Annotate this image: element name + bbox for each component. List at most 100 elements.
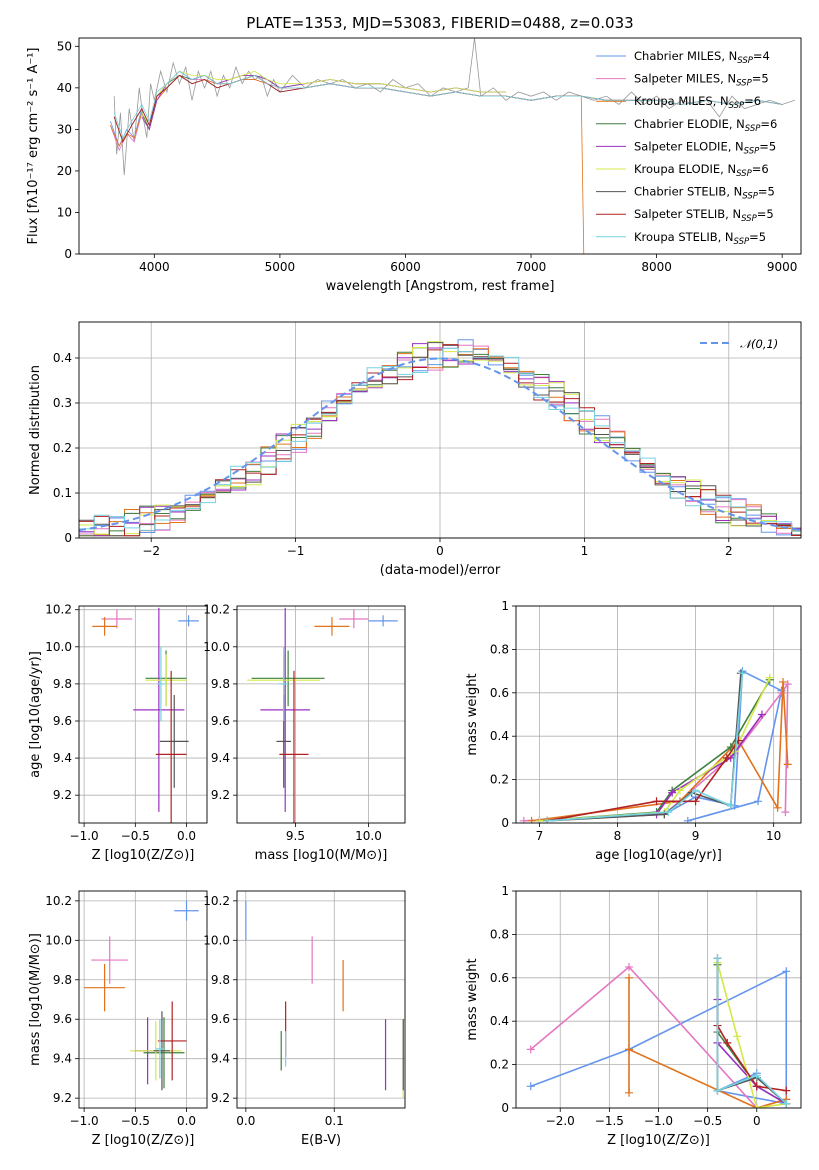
mass-weight-marker: [625, 1045, 634, 1054]
x-tick-label: 7000: [516, 260, 547, 274]
mass-weight-marker: [691, 797, 700, 806]
y-tick-label: 0: [64, 247, 72, 261]
mass-weight-marker: [733, 1032, 742, 1041]
plot-area: [84, 900, 199, 1091]
y-tick-label: 0.8: [490, 642, 509, 656]
histogram-step: [79, 347, 801, 532]
panel-mass-vs-ebv: 0.0 0.1 9.2 9.4 9.6 9.8 10.0 10.2 E(B-V): [203, 890, 406, 1148]
x-tick-label: 8000: [641, 260, 672, 274]
x-tick-label: 10.0: [355, 829, 382, 843]
x-tick-label: 0: [436, 544, 444, 558]
x-tick-label: 9.5: [286, 829, 305, 843]
figure-title: PLATE=1353, MJD=53083, FIBERID=0488, z=0…: [246, 14, 633, 32]
y-tick-label: 10.0: [203, 933, 230, 947]
mass-weight-marker: [781, 808, 790, 817]
mass-weight-marker: [683, 816, 692, 823]
y-tick-label: 9.4: [211, 751, 230, 765]
errorbar-point: [156, 646, 166, 721]
errorbar-point: [155, 670, 187, 823]
mass-weight-line: [547, 673, 744, 822]
mass-weight-marker: [782, 967, 791, 976]
y-axis-label: mass [log10(M/M⊙)]: [28, 933, 43, 1066]
x-tick-label: 6000: [390, 260, 421, 274]
errorbar-point: [178, 615, 199, 627]
legend-label: Salpeter STELIB, NSSP=5: [634, 207, 774, 224]
x-axis-label: wavelength [Angstrom, rest frame]: [326, 279, 555, 294]
x-tick-label: −0.5: [121, 1114, 150, 1128]
axes-frame: [236, 890, 406, 1109]
y-tick-label: 0.6: [490, 971, 509, 985]
y-tick-label: 50: [57, 39, 72, 53]
axes-frame: [78, 321, 802, 539]
legend-label: Salpeter ELODIE, NSSP=5: [634, 139, 776, 156]
mass-weight-marker: [738, 669, 747, 678]
y-tick-label: 0: [64, 531, 72, 545]
panel-residuals: −2 −1 0 1 2 0 0.1 0.2 0.3 0.4 (data-model)/error No…: [28, 321, 802, 578]
mass-weight-marker: [779, 677, 788, 686]
y-tick-label: 0.8: [490, 927, 509, 941]
mass-weight-marker: [713, 954, 722, 963]
errorbar-point: [92, 617, 117, 636]
y-axis-label: mass weight: [465, 673, 480, 755]
x-axis-label: Z [log10(Z/Z⊙)]: [607, 1133, 710, 1148]
mass-weight-marker: [527, 816, 536, 823]
mass-weight-marker: [691, 786, 700, 795]
panel-mass-vs-Z: −1.0 −0.5 0.0 9.2 9.4 9.6 9.8 10.0 10.2 Z [log10(…: [28, 890, 208, 1148]
mass-weight-marker: [722, 753, 731, 762]
mass-weight-marker: [543, 816, 552, 823]
y-tick-label: 20: [57, 164, 72, 178]
x-tick-label: −0.5: [121, 829, 150, 843]
x-axis-label: (data-model)/error: [380, 563, 501, 578]
mass-weight-marker: [664, 808, 673, 817]
histogram-step: [79, 347, 801, 537]
x-tick-label: 0.0: [236, 1114, 255, 1128]
y-axis-label: age [log10(age/yr)]: [28, 651, 43, 778]
mass-weight-marker: [625, 1088, 634, 1097]
errorbar-point: [143, 1017, 185, 1089]
x-tick-label: 9000: [767, 260, 798, 274]
y-tick-label: 0.2: [490, 1058, 509, 1072]
errorbar-point: [339, 609, 369, 629]
y-tick-label: 10.0: [45, 640, 72, 654]
plot-area: [526, 954, 791, 1108]
mass-weight-marker: [752, 1104, 761, 1108]
normal-curve: [79, 357, 801, 532]
mass-weight-marker: [675, 786, 684, 795]
axes-frame: [236, 605, 406, 824]
y-tick-label: 0.2: [53, 441, 72, 455]
mass-weight-marker: [765, 673, 774, 682]
y-tick-label: 1: [501, 599, 509, 613]
y-tick-label: 0.4: [490, 1014, 509, 1028]
mass-weight-line: [539, 669, 783, 822]
x-axis-label: E(B-V): [301, 1133, 341, 1148]
y-tick-label: 9.6: [211, 714, 230, 728]
mass-weight-marker: [757, 710, 766, 719]
mass-weight-marker: [723, 1038, 732, 1047]
errorbar-point: [157, 1001, 187, 1081]
x-axis-label: age [log10(age/yr)]: [595, 848, 722, 863]
errorbar-point: [84, 963, 126, 1012]
x-tick-label: −2: [142, 544, 160, 558]
mass-weight-marker: [625, 973, 634, 982]
panel-massweight-vs-Z: −2.0 −1.5 −1.0 −0.5 0 0 0.2 0.4 0.6 0.8 1 Z [log10(…: [465, 884, 802, 1148]
legend-label: Salpeter MILES, NSSP=5: [634, 72, 769, 89]
y-axis-label: mass weight: [465, 958, 480, 1040]
axes-frame: [78, 605, 208, 824]
y-axis-label: Flux [fλ10⁻¹⁷ erg cm⁻² s⁻¹ A⁻¹]: [26, 48, 41, 245]
errorbar-point: [101, 609, 133, 629]
y-tick-label: 0.4: [490, 729, 509, 743]
mass-weight-marker: [782, 1086, 791, 1095]
y-tick-label: 9.8: [211, 973, 230, 987]
x-axis-label: Z [log10(Z/Z⊙)]: [92, 848, 195, 863]
mass-weight-marker: [625, 962, 634, 971]
x-tick-label: 0.0: [177, 1114, 196, 1128]
errorbar-point: [279, 670, 309, 823]
mass-weight-marker: [713, 1086, 722, 1095]
x-tick-label: −2.0: [546, 1114, 575, 1128]
y-tick-label: 30: [57, 122, 72, 136]
y-tick-label: 0.2: [490, 773, 509, 787]
errorbar-point: [251, 650, 325, 707]
mass-weight-marker: [773, 803, 782, 812]
errorbar-point: [368, 615, 398, 627]
y-tick-label: 9.6: [53, 714, 72, 728]
